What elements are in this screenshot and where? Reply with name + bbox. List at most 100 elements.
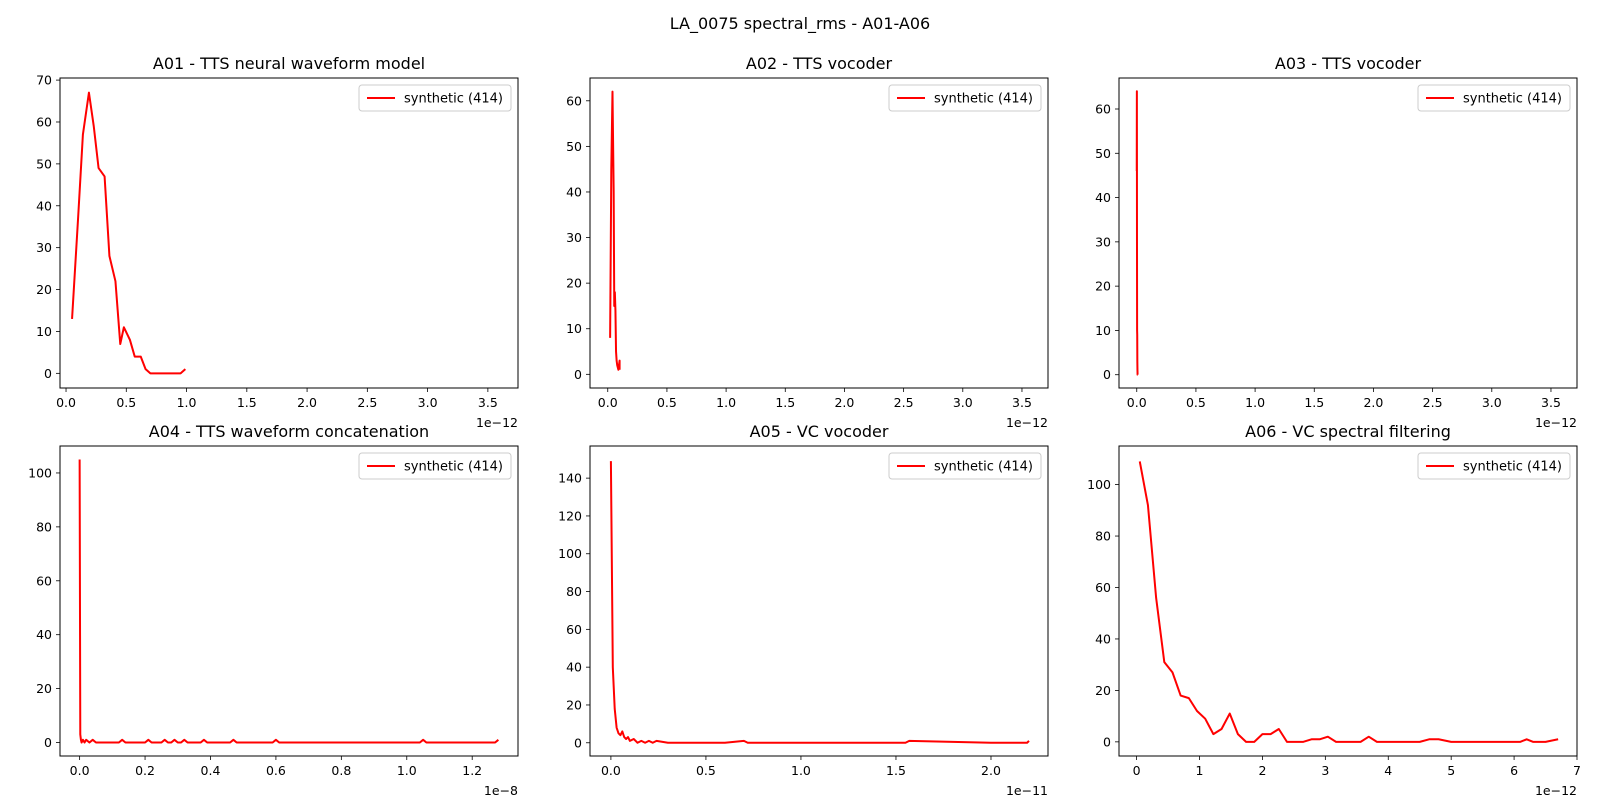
legend: synthetic (414) (888, 84, 1042, 112)
x-tick-label: 7 (1573, 763, 1581, 778)
y-tick-label: 80 (1095, 529, 1111, 544)
y-tick-label: 0 (1103, 367, 1111, 382)
axes-frame (589, 77, 1049, 389)
x-tick-label: 3.0 (953, 395, 973, 410)
series-line (609, 90, 621, 371)
y-tick-label: 40 (1095, 190, 1111, 205)
series-line (1135, 90, 1139, 376)
x-tick-label: 0.2 (135, 763, 155, 778)
x-tick-label: 2.0 (834, 395, 854, 410)
y-tick-label: 40 (566, 184, 582, 199)
legend-box (888, 452, 1042, 480)
x-tick-label: 3.5 (1012, 395, 1032, 410)
y-tick-label: 40 (566, 660, 582, 675)
legend: synthetic (414) (358, 84, 512, 112)
x-tick-label: 1.0 (397, 763, 417, 778)
y-tick-label: 20 (36, 681, 52, 696)
x-tick-label: 0.5 (657, 395, 677, 410)
subplot-title: A04 - TTS waveform concatenation (149, 422, 429, 441)
y-tick-label: 40 (36, 198, 52, 213)
y-tick-label: 140 (558, 471, 582, 486)
series-line (1138, 461, 1559, 743)
y-tick-label: 20 (566, 697, 582, 712)
series-line (78, 459, 500, 744)
x-tick-label: 0.0 (601, 763, 621, 778)
y-tick-label: 0 (1103, 734, 1111, 749)
y-tick-label: 120 (558, 508, 582, 523)
y-tick-label: 60 (566, 93, 582, 108)
subplot-3: A03 - TTS vocoder 0.0 0.5 1.0 1.5 2.0 2.5 3.0 3.… (1095, 54, 1578, 430)
x-tick-label: 1.0 (791, 763, 811, 778)
subplot-4: A04 - TTS waveform concatenation 0.0 0.2 0.… (28, 422, 519, 798)
axes-frame (59, 77, 519, 389)
x-tick-label: 0.0 (70, 763, 90, 778)
axes-frame (1118, 445, 1578, 757)
x-tick-label: 2.5 (894, 395, 914, 410)
x-tick-label: 1.5 (775, 395, 795, 410)
subplot-2: A02 - TTS vocoder 0.0 0.5 1.0 1.5 2.0 2.5 3.0 3.… (566, 54, 1049, 430)
series-line (71, 91, 187, 375)
y-tick-label: 20 (36, 282, 52, 297)
x-tick-label: 1.5 (237, 395, 257, 410)
y-tick-label: 30 (36, 240, 52, 255)
x-offset-label: 1e−11 (1006, 783, 1048, 798)
legend: synthetic (414) (358, 452, 512, 480)
y-tick-label: 0 (44, 735, 52, 750)
subplot-grid: A01 - TTS neural waveform model 0.0 0.5 1.0… (28, 54, 1581, 798)
x-tick-label: 3.5 (1541, 395, 1561, 410)
figure-title: LA_0075 spectral_rms - A01-A06 (670, 14, 930, 34)
y-tick-label: 0 (44, 366, 52, 381)
y-tick-label: 40 (1095, 631, 1111, 646)
y-tick-label: 20 (566, 276, 582, 291)
x-offset-label: 1e−12 (1535, 415, 1577, 430)
legend: synthetic (414) (1417, 84, 1571, 112)
x-tick-label: 3 (1321, 763, 1329, 778)
x-tick-label: 2.5 (1423, 395, 1443, 410)
legend: synthetic (414) (1417, 452, 1571, 480)
subplot-5: A05 - VC vocoder 0.0 0.5 1.0 1.5 2.0 1e−11 0 20 4… (558, 422, 1049, 798)
y-tick-label: 0 (574, 735, 582, 750)
axes-frame (589, 445, 1049, 757)
x-tick-label: 2.0 (981, 763, 1001, 778)
x-tick-label: 0.5 (696, 763, 716, 778)
y-tick-label: 30 (1095, 234, 1111, 249)
y-tick-label: 100 (1087, 477, 1111, 492)
legend-label: synthetic (414) (404, 92, 503, 107)
subplot-6: A06 - VC spectral filtering 0 1 2 3 4 5 6 7 1e−12… (1087, 422, 1581, 798)
x-tick-label: 3.5 (478, 395, 498, 410)
x-offset-label: 1e−12 (1006, 415, 1048, 430)
subplot-title: A03 - TTS vocoder (1275, 54, 1422, 73)
x-tick-label: 0.5 (116, 395, 136, 410)
x-tick-label: 0.0 (1127, 395, 1147, 410)
subplot-title: A02 - TTS vocoder (746, 54, 893, 73)
subplot-title: A01 - TTS neural waveform model (153, 54, 425, 73)
axes-frame (1118, 77, 1578, 389)
legend-label: synthetic (414) (934, 460, 1033, 475)
subplot-title: A05 - VC vocoder (750, 422, 889, 441)
x-tick-label: 0.5 (1186, 395, 1206, 410)
y-tick-label: 100 (28, 465, 52, 480)
legend-box (1417, 452, 1571, 480)
x-tick-label: 0 (1133, 763, 1141, 778)
x-tick-label: 0.4 (201, 763, 221, 778)
x-tick-label: 2.0 (1363, 395, 1383, 410)
y-tick-label: 20 (1095, 279, 1111, 294)
legend: synthetic (414) (888, 452, 1042, 480)
x-tick-label: 1.0 (1245, 395, 1265, 410)
x-tick-label: 3.0 (1482, 395, 1502, 410)
x-tick-label: 1.2 (462, 763, 482, 778)
legend-box (1417, 84, 1571, 112)
x-tick-label: 3.0 (418, 395, 438, 410)
x-tick-label: 1.5 (1304, 395, 1324, 410)
x-offset-label: 1e−12 (1535, 783, 1577, 798)
y-tick-label: 40 (36, 627, 52, 642)
x-tick-label: 0.0 (56, 395, 76, 410)
y-tick-label: 10 (36, 324, 52, 339)
legend-box (358, 452, 512, 480)
y-tick-label: 10 (1095, 323, 1111, 338)
x-tick-label: 2 (1258, 763, 1266, 778)
x-tick-label: 6 (1510, 763, 1518, 778)
y-tick-label: 0 (574, 367, 582, 382)
x-tick-label: 2.0 (297, 395, 317, 410)
